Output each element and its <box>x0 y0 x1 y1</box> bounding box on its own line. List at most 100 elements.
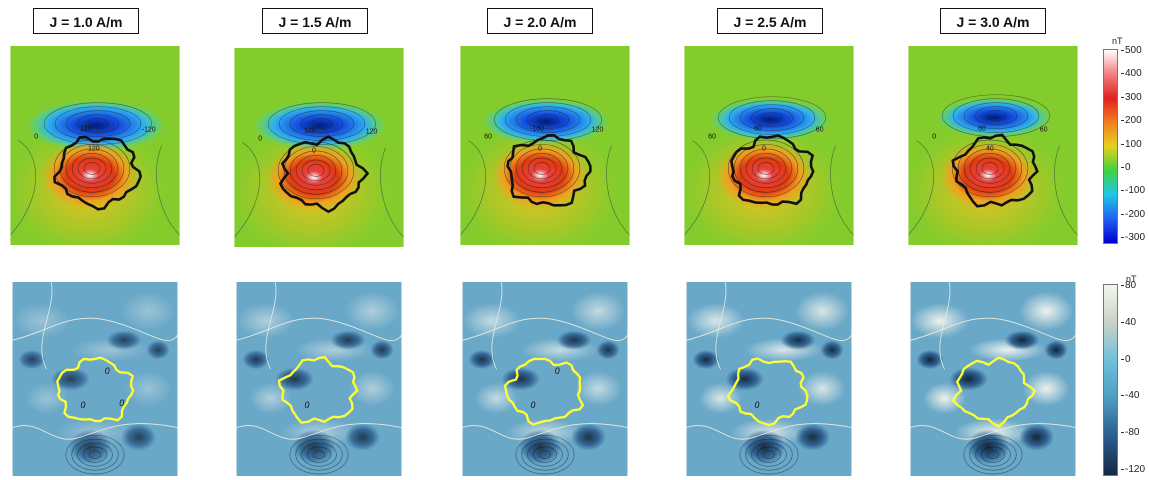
zero-contour <box>12 423 178 440</box>
contour-label: 0 <box>555 366 560 376</box>
colorbar-bottom-tick: -40 <box>1120 390 1140 402</box>
positive-contour <box>733 144 799 193</box>
caldera-outline <box>506 134 592 207</box>
negative-contour <box>952 98 1040 133</box>
residual-contour <box>751 442 787 467</box>
colorbar-top-tick: 400 <box>1121 68 1142 80</box>
zero-contour <box>939 282 951 370</box>
negative-residual <box>18 349 46 370</box>
zero-contour <box>462 423 628 440</box>
negative-residual <box>292 429 336 465</box>
negative-contour <box>526 110 570 129</box>
negative-contour <box>750 108 794 127</box>
negative-residual <box>370 340 394 360</box>
negative-contour <box>515 106 581 133</box>
residual-contour <box>745 438 793 471</box>
contour-label: 0 <box>762 145 766 152</box>
zero-contour <box>380 147 404 238</box>
negative-residual <box>725 367 765 391</box>
caldera-outline <box>53 135 143 211</box>
positive-contour <box>515 148 569 189</box>
positive-contour <box>77 157 107 180</box>
total-field-map-1: 120 0 120 -120 <box>10 46 180 245</box>
residual-contour <box>65 434 125 475</box>
zero-contour <box>1054 145 1078 236</box>
zero-contour <box>236 317 402 341</box>
zero-contour <box>715 282 727 370</box>
colorbar-top-tick: -100 <box>1120 185 1146 197</box>
positive-residual <box>1019 291 1074 331</box>
caldera-outline <box>730 134 815 206</box>
contour-label: 120 <box>80 126 92 133</box>
contour-label: 0 <box>119 398 124 408</box>
positive-residual <box>799 371 846 407</box>
positive-contour <box>957 144 1023 193</box>
contour-label: 120 <box>592 127 604 134</box>
negative-contour <box>300 114 344 133</box>
positive-contour <box>963 148 1017 189</box>
negative-contour <box>963 102 1029 129</box>
negative-contour <box>493 98 603 141</box>
zero-contour <box>908 140 934 236</box>
colorbar-top-tick: -300 <box>1120 232 1146 243</box>
residual-field-map-1: 0 0 0 <box>12 282 178 476</box>
negative-contour <box>87 118 109 129</box>
negative-residual <box>106 330 142 350</box>
negative-residual <box>242 349 270 370</box>
positive-contour <box>307 164 325 177</box>
residual-contour <box>289 434 349 475</box>
colorbar-bottom-tick: -120 <box>1120 464 1146 475</box>
positive-anomaly <box>940 141 1036 210</box>
residual-field-map-4: 0 <box>686 282 852 476</box>
colorbar-bottom-tick: 0 <box>1121 353 1131 365</box>
positive-contour <box>727 139 805 198</box>
negative-contour <box>43 102 153 145</box>
residual-contour <box>986 450 1000 459</box>
colorbar-top-tick: 500 <box>1121 45 1142 56</box>
caldera-outline <box>726 357 809 427</box>
positive-contour <box>757 162 775 175</box>
contour-label: 0 <box>312 147 316 154</box>
residual-contour <box>533 446 557 463</box>
negative-residual <box>966 429 1010 465</box>
positive-contour <box>951 139 1029 198</box>
negative-residual <box>275 367 315 391</box>
negative-residual <box>692 349 720 370</box>
positive-contour <box>745 153 787 184</box>
total-field-map-5: 60 0 40 60 <box>908 46 1078 245</box>
residual-contour <box>83 446 107 463</box>
positive-residual <box>345 291 400 331</box>
negative-residual <box>916 349 944 370</box>
contour-label: 40 <box>986 145 994 152</box>
colorbar-top-tick: -200 <box>1120 208 1146 220</box>
contour-label: 120 <box>304 128 316 135</box>
positive-contour <box>521 153 563 184</box>
colorbar-top <box>1103 49 1118 244</box>
positive-contour <box>295 155 337 186</box>
colorbar-bottom-tick: -80 <box>1120 427 1140 439</box>
zero-contour <box>686 423 852 440</box>
residual-contour <box>762 450 776 459</box>
residual-contour <box>295 438 343 471</box>
negative-contour <box>537 114 559 125</box>
contour-label: 60 <box>754 126 762 133</box>
contour-label: 0 <box>932 134 936 141</box>
negative-residual <box>571 423 607 451</box>
contour-label: 0 <box>530 400 535 410</box>
residual-field-map-2: 0 <box>236 282 402 476</box>
residual-contour <box>963 434 1023 475</box>
colorbar-bottom <box>1103 284 1118 476</box>
zero-contour <box>234 142 260 238</box>
zero-contour <box>606 145 630 236</box>
negative-contour <box>65 110 131 137</box>
colorbar-top-tick: 0 <box>1121 161 1131 173</box>
residual-contour <box>981 446 1005 463</box>
colorbar-bottom-tick: 80 <box>1120 280 1137 291</box>
negative-residual <box>1044 340 1068 360</box>
contour-label: 0 <box>258 136 262 143</box>
negative-contour <box>311 118 333 129</box>
negative-contour <box>76 114 120 133</box>
positive-residual <box>571 291 626 331</box>
positive-residual <box>249 382 292 414</box>
positive-contour <box>83 162 101 175</box>
